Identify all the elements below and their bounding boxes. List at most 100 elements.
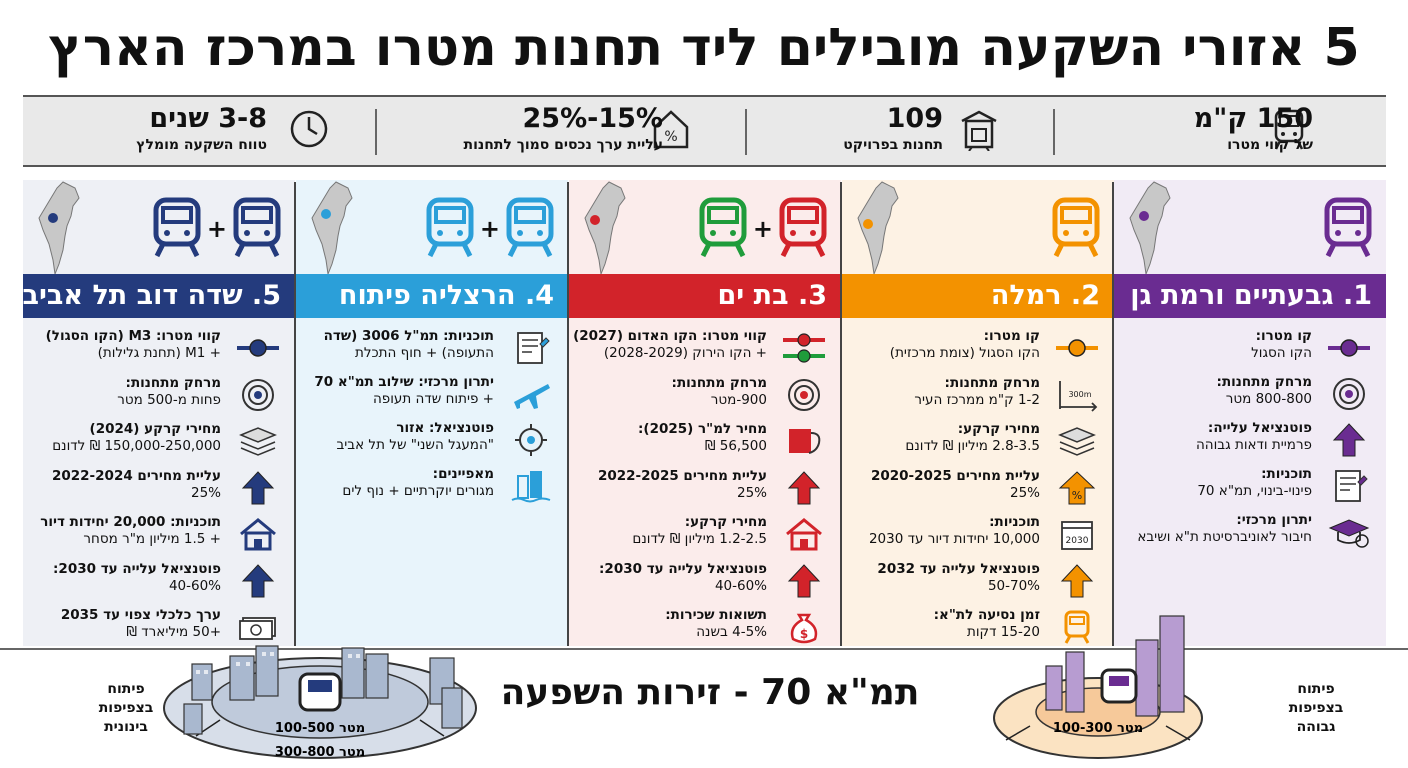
- detail-text: פוטנציאל עלייה: פרמיית ודאות גבוהה: [1116, 420, 1312, 454]
- stat-metro-length: 150 ק"מ של קווי מטרו: [1083, 97, 1383, 165]
- detail-label: פוטנציאל עלייה עד 2030:: [53, 560, 221, 577]
- metro-lines-group: +: [151, 194, 283, 264]
- detail-item: פוטנציאל עלייה עד 2030: 40-60%: [23, 559, 295, 605]
- percent-arrow-icon: %: [1054, 470, 1100, 506]
- money-icon: [235, 609, 281, 645]
- detail-label: פוטנציאל עלייה עד 2030:: [599, 560, 767, 577]
- detail-text: מחירי קרקע: 2.8-3.5 מיליון ₪ לדונם: [844, 421, 1040, 455]
- detail-value: + M1 (תחנת גלילות): [97, 345, 221, 361]
- detail-text: מאפיינים: מגורים יוקרתיים + נוף לים: [298, 466, 494, 500]
- detail-item: מחירי קרקע (2024) 150,000-250,000 ₪ לדונם: [23, 419, 295, 465]
- calendar-icon: 2030: [1054, 516, 1100, 552]
- target-icon: [235, 377, 281, 413]
- detail-value: 150,000-250,000 ₪ לדונם: [52, 438, 221, 454]
- detail-item: מחירי קרקע: 1.2-2.5 מיליון ₪ לדונם: [569, 512, 841, 558]
- detail-label: זמן נסיעה לת"א:: [933, 607, 1040, 623]
- detail-item: ערך כלכלי צפוי עד 2035 +50 מיליארד ₪: [23, 605, 295, 651]
- detail-label: מחירי קרקע:: [684, 514, 767, 530]
- detail-item: עליית מחירים 2022-2024 25%: [23, 466, 295, 512]
- metro-line-icon: [781, 330, 827, 366]
- arrow-up-icon: [235, 470, 281, 506]
- detail-item: מרחק מתחנות: פחות מ-500 מטר: [23, 373, 295, 419]
- metro-line-icon: [235, 330, 281, 366]
- detail-text: קו מטרו: הקו הסגול: [1116, 328, 1312, 362]
- high-ring-label: מטר 100-300: [1053, 721, 1143, 736]
- detail-value: 40-60%: [168, 577, 221, 594]
- detail-value: פחות מ-500 מטר: [117, 391, 221, 408]
- distance-icon: 300m: [1054, 377, 1100, 413]
- detail-label: עליית מחירים 2020-2025: [870, 467, 1040, 484]
- detail-label: מחירי קרקע:: [957, 421, 1040, 437]
- detail-value: 1-2 ק"מ ממרכז העיר: [914, 391, 1040, 408]
- detail-label: מרחק מתחנות:: [125, 374, 221, 391]
- detail-text: קו מטרו: הקו הסגול (צומת מרכזית): [844, 328, 1040, 362]
- detail-label: פוטנציאל עלייה עד 2032: [877, 560, 1040, 577]
- detail-value: פינוי-בינוי, תמ"א 70: [1197, 483, 1312, 499]
- detail-item: תוכניות: 20,000 יחידות דיור + 1.5 מיליון …: [23, 512, 295, 558]
- graduation-cap-icon: [1326, 514, 1372, 550]
- divider: [294, 182, 296, 646]
- inner-ring-label: מטר 100-500: [275, 721, 365, 736]
- detail-text: עליית מחירים 2020-2025 25%: [844, 468, 1040, 502]
- plus-icon: +: [206, 215, 227, 243]
- train-icon: [231, 196, 283, 262]
- detail-text: קווי מטרו: הקו האדום (2027) + הקו הירוק (…: [571, 328, 767, 362]
- arrow-up-icon: [1054, 563, 1100, 599]
- region-details: תוכניות: תמ"ל 3006 (שדה התעופה) + חוף התכ…: [296, 318, 568, 646]
- detail-value: 2.8-3.5 מיליון ₪ לדונם: [905, 438, 1040, 454]
- svg-text:300m: 300m: [1068, 390, 1091, 399]
- region-column-givatayim: 1. גבעתיים ורמת גן קו מטרו: הקו הסגול מרחק …: [1114, 180, 1386, 646]
- detail-label: מחיר למ"ר (2025):: [638, 421, 767, 437]
- detail-value: + הקו הירוק (2028-2029): [603, 345, 767, 361]
- divider: [1112, 182, 1114, 646]
- detail-value: 15-20 דקות: [966, 624, 1040, 640]
- region-header: 2. רמלה: [842, 274, 1114, 318]
- detail-item: תוכניות: פינוי-בינוי, תמ"א 70: [1114, 464, 1386, 510]
- detail-text: עליית מחירים 2022-2024 25%: [25, 468, 221, 502]
- region-header: 5. שדה דוב תל אביב: [23, 274, 295, 318]
- detail-value: הקו הסגול: [1251, 345, 1312, 361]
- document-icon: [1326, 468, 1372, 504]
- detail-item: קווי מטרו: הקו האדום (2027) + הקו הירוק (…: [569, 326, 841, 372]
- detail-label: פוטנציאל עלייה:: [1207, 420, 1312, 436]
- stat-big: 15%-25%: [522, 103, 664, 134]
- detail-value: +50 מיליארד ₪: [126, 624, 221, 640]
- detail-label: תוכניות: 20,000 יחידות דיור: [40, 514, 221, 530]
- metro-lines-group: +: [424, 194, 556, 264]
- region-column-bat-yam: +3. בת ים קווי מטרו: הקו האדום (2027) + הק…: [569, 180, 841, 646]
- arrow-up-icon: [781, 470, 827, 506]
- region-header: 3. בת ים: [569, 274, 841, 318]
- stat-small: של קווי מטרו: [1227, 137, 1313, 153]
- metro-line-icon: [1054, 330, 1100, 366]
- detail-value: 4-5% בשנה: [696, 624, 767, 640]
- stat-big: 3-8 שנים: [149, 103, 267, 134]
- region-column-ramla: 2. רמלה קו מטרו: הקו הסגול (צומת מרכזית) 30…: [842, 180, 1114, 646]
- train-icon: [1054, 609, 1100, 645]
- detail-item: קו מטרו: הקו הסגול (צומת מרכזית): [842, 326, 1114, 372]
- israel-map-icon: [306, 180, 364, 276]
- detail-item: פוטנציאל עלייה עד 2032 50-70%: [842, 559, 1114, 605]
- detail-text: תוכניות: 20,000 יחידות דיור + 1.5 מיליון …: [25, 514, 221, 548]
- outer-ring-label: מטר 300-800: [275, 745, 365, 760]
- detail-text: פוטנציאל: אזור "המעגל השני" של תל אביב: [298, 420, 494, 454]
- region-details: קו מטרו: הקו הסגול (צומת מרכזית) 300m מרחק …: [842, 318, 1114, 646]
- stat-small: עליית ערך נכסים סמוך לתחנות: [463, 137, 664, 153]
- stat-big: 109: [886, 103, 943, 134]
- station-icon: [959, 107, 999, 152]
- svg-text:%: %: [664, 129, 677, 145]
- svg-text:%: %: [1072, 489, 1082, 502]
- stat-investment-range: 3-8 שנים טווח השקעה מומלץ: [23, 97, 353, 165]
- detail-label: תוכניות:: [989, 514, 1040, 530]
- detail-text: מרחק מתחנות: פחות מ-500 מטר: [25, 375, 221, 409]
- detail-label: תוכניות:: [1261, 466, 1312, 482]
- target-icon: [1326, 376, 1372, 412]
- detail-label: פוטנציאל: אזור: [396, 420, 494, 436]
- detail-item: מחיר למ"ר (2025): 56,500 ₪: [569, 419, 841, 465]
- detail-item: עליית מחירים 2022-2025 25%: [569, 466, 841, 512]
- high-density-label: פיתוח בצפיפות גבוהה: [1288, 681, 1344, 735]
- region-details: קו מטרו: הקו הסגול מרחק מתחנות: 800-800 מטר…: [1114, 318, 1386, 646]
- region-column-herzliya: +4. הרצליה פיתוח תוכניות: תמ"ל 3006 (שדה ה…: [296, 180, 568, 646]
- metro-lines-group: +: [697, 194, 829, 264]
- detail-value: הקו הסגול (צומת מרכזית): [889, 345, 1040, 361]
- region-header: 4. הרצליה פיתוח: [296, 274, 568, 318]
